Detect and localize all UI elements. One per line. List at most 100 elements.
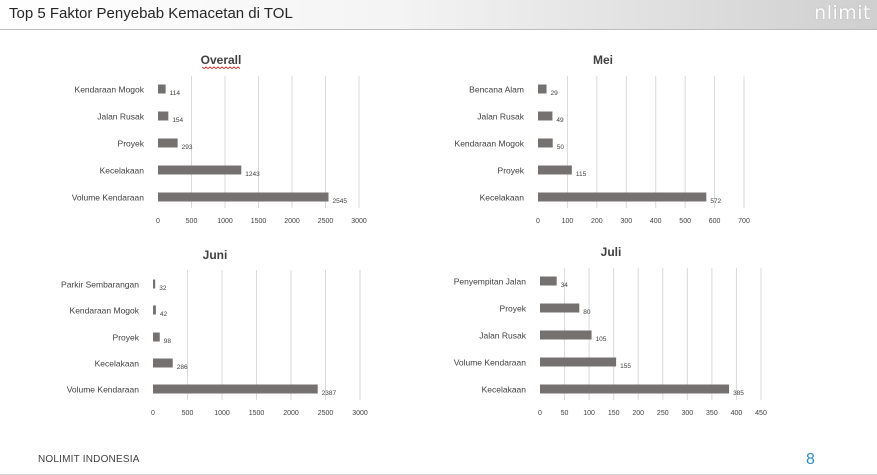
x-tick-label: 50 [561,410,569,417]
x-tick-label: 400 [650,218,662,225]
bar [158,165,242,175]
bar [153,358,173,368]
bar [158,192,329,202]
data-label: 98 [164,338,172,345]
data-label: 154 [172,117,183,124]
x-tick-label: 500 [182,410,194,417]
data-label: 2545 [333,198,348,205]
x-tick-label: 100 [562,218,574,225]
category-label: Kendaraan Mogok [70,306,140,316]
header-bar: Top 5 Faktor Penyebab Kemacetan di TOL n… [0,0,877,30]
category-label: Volume Kendaraan [67,385,140,395]
x-tick-label: 600 [709,218,721,225]
bar [538,192,707,202]
x-tick-label: 1500 [251,218,267,225]
data-label: 80 [583,309,591,316]
data-label: 286 [177,364,188,371]
x-tick-label: 150 [608,410,620,417]
bar [538,165,572,175]
x-tick-label: 250 [657,410,669,417]
category-label: Bencana Alam [469,85,524,95]
data-label: 115 [576,171,587,178]
data-label: 385 [733,390,744,397]
x-tick-label: 700 [738,218,750,225]
bar [153,279,156,289]
category-label: Volume Kendaraan [72,193,145,203]
bar [153,384,318,394]
x-tick-label: 0 [151,410,155,417]
chart-title: Overall [201,53,242,67]
x-tick-label: 2000 [283,410,299,417]
x-tick-label: 3000 [352,410,368,417]
x-tick-label: 0 [538,410,542,417]
data-label: 1243 [245,171,260,178]
category-label: Penyempitan Jalan [454,277,527,287]
chart-title: Mei [593,53,613,67]
data-label: 293 [182,144,193,151]
data-label: 49 [556,117,564,124]
x-tick-label: 0 [536,218,540,225]
x-tick-label: 1000 [217,218,233,225]
category-label: Jalan Rusak [97,112,145,122]
page-title: Top 5 Faktor Penyebab Kemacetan di TOL [9,5,293,22]
x-tick-label: 2500 [318,410,334,417]
x-tick-label: 3000 [351,218,367,225]
category-label: Kecelakaan [480,193,525,203]
data-label: 155 [620,363,631,370]
category-label: Proyek [113,333,140,343]
x-tick-label: 2000 [284,218,300,225]
bar [540,357,617,367]
category-label: Kendaraan Mogok [75,85,145,95]
bar [538,84,547,94]
nolimit-logo: nlimit [814,2,871,24]
category-label: Kecelakaan [100,166,145,176]
bar [153,332,160,342]
bar [158,111,169,121]
bar [540,384,730,394]
category-label: Proyek [498,166,525,176]
x-tick-label: 300 [681,410,693,417]
data-label: 29 [551,90,559,97]
page-number: 8 [806,451,815,468]
x-tick-label: 2500 [318,218,334,225]
x-tick-label: 100 [583,410,595,417]
category-label: Volume Kendaraan [454,358,527,368]
bar [158,84,166,94]
bar [538,138,553,148]
data-label: 572 [710,198,721,205]
data-label: 34 [561,282,569,289]
x-tick-label: 450 [755,410,767,417]
category-label: Kecelakaan [95,359,140,369]
x-tick-label: 1500 [249,410,265,417]
bar [538,111,553,121]
chart-title: Juli [601,245,622,259]
bar [540,330,592,340]
data-label: 32 [159,285,167,292]
bar [153,305,156,315]
x-tick-label: 400 [731,410,743,417]
category-label: Jalan Rusak [477,112,525,122]
category-label: Jalan Rusak [479,331,527,341]
category-label: Kecelakaan [482,385,527,395]
category-label: Parkir Sembarangan [61,280,139,290]
spellcheck-underline [201,66,241,70]
x-tick-label: 300 [620,218,632,225]
bar [540,276,557,286]
x-tick-label: 500 [679,218,691,225]
x-tick-label: 350 [706,410,718,417]
x-tick-label: 1000 [214,410,230,417]
chart-title: Juni [203,248,228,262]
bar [158,138,178,148]
data-label: 2387 [322,390,337,397]
footer-company: NOLIMIT INDONESIA [38,454,140,465]
data-label: 50 [557,144,565,151]
x-tick-label: 0 [156,218,160,225]
x-tick-label: 200 [632,410,644,417]
category-label: Proyek [118,139,145,149]
x-tick-label: 200 [591,218,603,225]
category-label: Proyek [500,304,527,314]
